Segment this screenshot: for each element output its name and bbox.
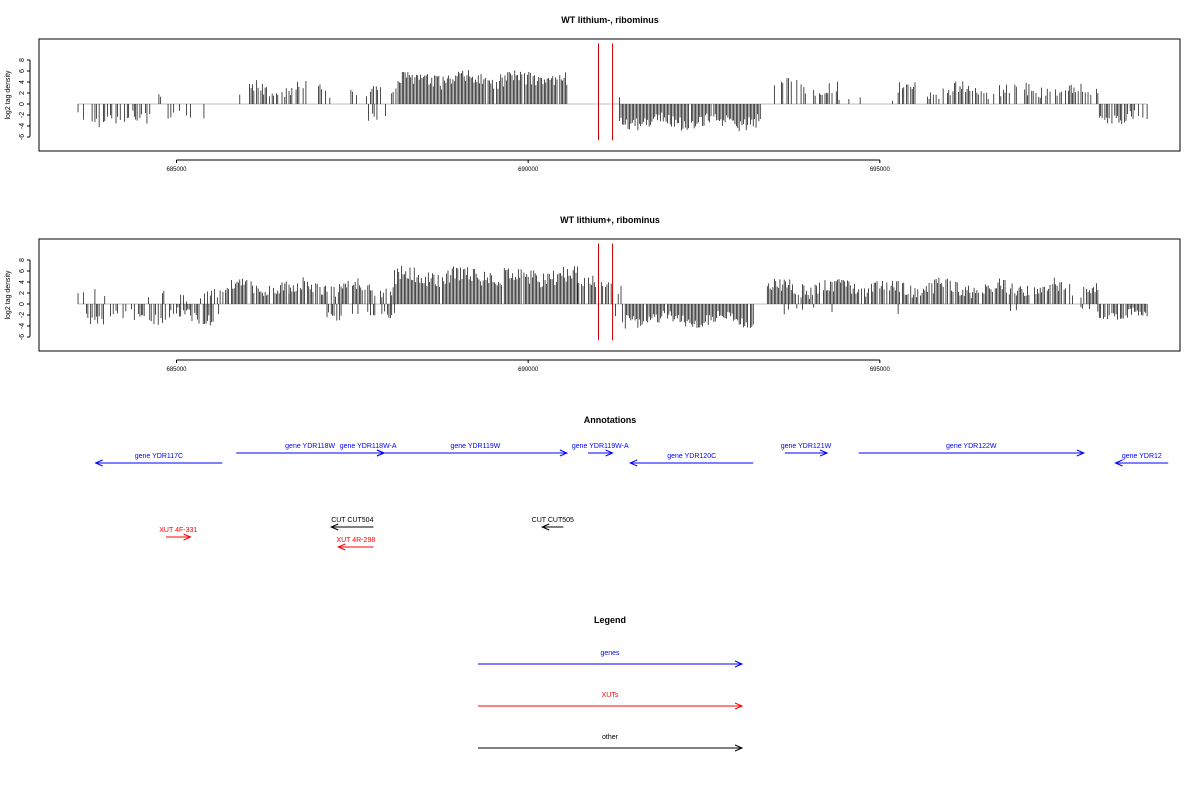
legend-label: XUTs [602, 692, 619, 699]
arrow-head [336, 543, 346, 551]
track-lithium-plus: WT lithium+, ribominus log2 tag density … [5, 215, 1181, 373]
legend-item: genes [478, 650, 744, 668]
feature-label: CUT CUT504 [331, 517, 373, 524]
y-tick-label: -4 [19, 323, 26, 329]
feature-label: CUT CUT505 [532, 517, 574, 524]
feature-arrow: gene YDR120C [628, 453, 754, 467]
arrow-head [540, 523, 550, 531]
y-axis: -6 -4 -2 0 2 4 6 8 [19, 258, 31, 340]
y-axis-label: log2 tag density [5, 70, 12, 120]
y-tick-label: 2 [19, 291, 26, 295]
feature-label: gene YDR119W [450, 443, 500, 450]
feature-arrow: XUT 4R-298 [336, 537, 375, 551]
feature-label: gene YDR118W-A [340, 443, 397, 450]
feature-arrow: gene YDR12 [1114, 453, 1169, 467]
feature-label: gene YDR121W [781, 443, 832, 450]
legend-arrow-head [734, 744, 744, 752]
x-tick-label: 690000 [518, 167, 539, 173]
feature-label: gene YDR119W-A [572, 443, 629, 450]
feature-arrow: gene YDR117C [94, 453, 223, 467]
legend-label: other [602, 734, 619, 741]
feature-arrow: gene YDR119W-A [572, 443, 629, 457]
track-lithium-minus: WT lithium-, ribominus log2 tag density … [5, 15, 1181, 173]
y-tick-label: -4 [19, 123, 26, 129]
feature-label: gene YDR120C [667, 453, 716, 460]
feature-arrow: gene YDR121W [781, 443, 832, 457]
feature-label: XUT 4F-331 [159, 527, 197, 534]
y-tick-label: -6 [19, 334, 26, 340]
y-tick-label: -2 [19, 312, 26, 318]
legend-item: XUTs [478, 692, 744, 710]
track-title: WT lithium-, ribominus [561, 15, 659, 25]
x-tick-label: 685000 [166, 367, 187, 373]
arrow-head [628, 459, 638, 467]
x-axis: 685000 690000 695000 [166, 159, 891, 173]
legend-item: other [478, 734, 744, 752]
feature-label: gene YDR122W [946, 443, 997, 450]
y-tick-label: 2 [19, 91, 26, 95]
x-tick-label: 685000 [166, 167, 187, 173]
y-tick-label: 0 [19, 102, 26, 106]
y-tick-label: 8 [19, 58, 26, 62]
y-tick-label: 6 [19, 269, 26, 273]
feature-arrow: CUT CUT505 [532, 517, 574, 531]
arrow-head [605, 449, 614, 457]
marker-lines [598, 243, 614, 341]
feature-arrows: gene YDR117C gene YDR118W gene YDR118W-A ge… [94, 443, 1169, 551]
x-tick-label: 690000 [518, 367, 539, 373]
annotations-title: Annotations [584, 415, 637, 425]
legend-arrow-head [734, 660, 744, 668]
y-tick-label: 4 [19, 80, 26, 84]
feature-arrow: XUT 4F-331 [159, 527, 197, 541]
feature-label: gene YDR12 [1122, 453, 1162, 460]
legend-title: Legend [594, 615, 626, 625]
track-title: WT lithium+, ribominus [560, 215, 660, 225]
arrow-head [1076, 449, 1086, 457]
marker-lines [598, 43, 614, 141]
arrow-head [183, 533, 192, 541]
arrow-head [1114, 459, 1123, 467]
y-axis: -6 -4 -2 0 2 4 6 8 [19, 58, 31, 140]
x-tick-label: 695000 [870, 167, 891, 173]
y-tick-label: 8 [19, 258, 26, 262]
legend-panel: Legend genes XUTs other [478, 615, 744, 752]
feature-arrow: gene YDR122W [858, 443, 1086, 457]
feature-label: XUT 4R-298 [336, 537, 375, 544]
feature-arrow: gene YDR119W [383, 443, 569, 457]
y-tick-label: 0 [19, 302, 26, 306]
x-tick-label: 695000 [870, 367, 891, 373]
plot-frame [38, 238, 1181, 352]
arrow-head [819, 449, 829, 457]
y-tick-label: 4 [19, 280, 26, 284]
y-tick-label: 6 [19, 69, 26, 73]
y-tick-label: -6 [19, 134, 26, 140]
legend-arrow-head [734, 702, 744, 710]
arrow-head [94, 459, 103, 467]
arrow-head [329, 523, 339, 531]
legend-items: genes XUTs other [478, 650, 744, 752]
feature-label: gene YDR118W [285, 443, 335, 450]
feature-arrow: gene YDR118W-A [340, 443, 397, 457]
y-axis-label: log2 tag density [5, 270, 12, 320]
arrow-head [559, 449, 569, 457]
x-axis: 685000 690000 695000 [166, 359, 891, 373]
feature-label: gene YDR117C [135, 453, 183, 460]
y-tick-label: -2 [19, 112, 26, 118]
feature-arrow: CUT CUT504 [329, 517, 374, 531]
legend-label: genes [600, 650, 620, 657]
plot-frame [38, 38, 1181, 152]
